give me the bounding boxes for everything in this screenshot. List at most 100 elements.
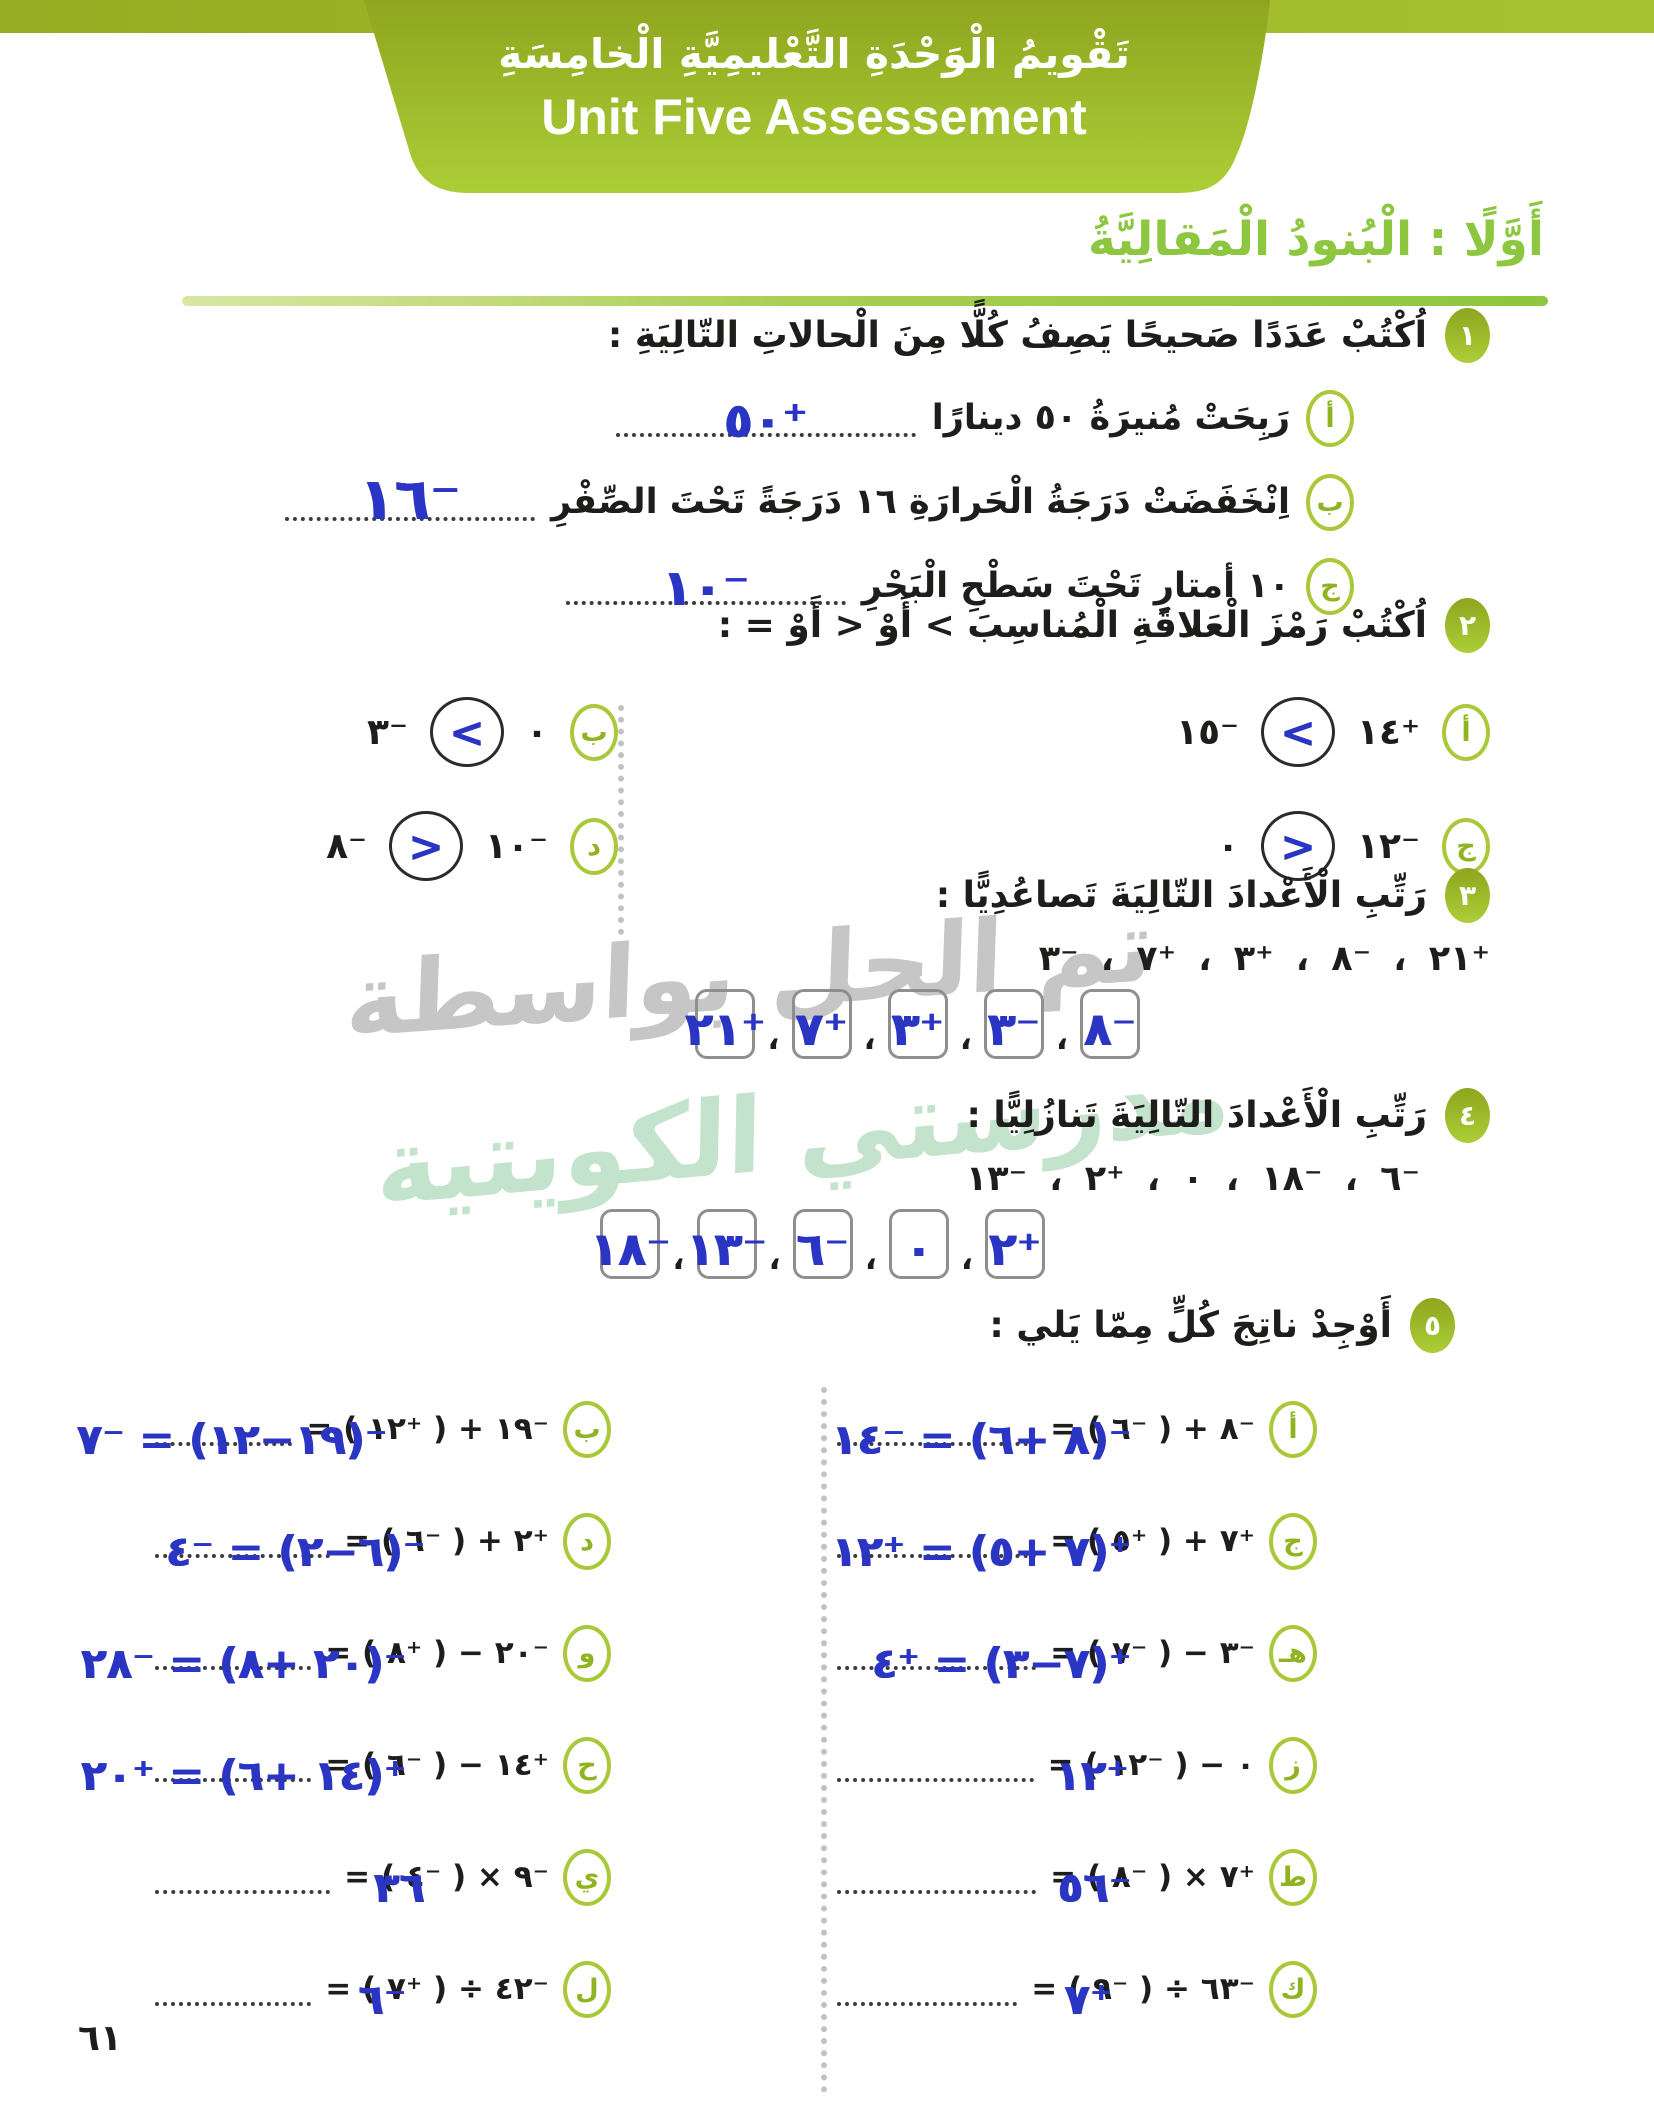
handwritten-work: ٤⁺ = (٣−٧)⁺ [871,1639,1132,1688]
printed-expression: = ( ٨⁺ ) − ٢٠⁻ [325,1635,549,1671]
handwritten-work: ٤⁻ = (٢−٦)⁻ [165,1527,426,1576]
handwritten-comparison: < [1280,707,1316,757]
handwritten-answer: ٥٠⁺ [723,393,808,449]
printed-expression: = ( ٩⁻ ) ÷ ٦٣⁻ [1031,1971,1255,2007]
answer-box[interactable]: ٦⁻ [792,1209,853,1279]
answer-line[interactable]: ٥٠⁺ [615,391,916,449]
handwritten-number: ١٨⁻ [590,1222,671,1276]
comparison-circle[interactable]: > [389,811,464,881]
answer-line[interactable]: ٧⁺ [837,1964,1112,2024]
answer-line[interactable]: ٥٦⁻ [837,1852,1131,1912]
right-number: ٨⁻ [326,825,368,867]
question-1: ١ اُكْتُبْ عَدَدًا صَحيحًا يَصِفُ كُلًّا… [164,308,1490,617]
answer-box[interactable]: ٠ [888,1209,949,1279]
printed-expression: = ( ٨⁻ ) × ٧⁺ [1050,1859,1255,1895]
printed-expression: = ( ١٢⁺ ) + ١٩⁻ [306,1411,549,1447]
answer-box[interactable]: ٧⁺ [791,989,852,1059]
q1-item-b: ب اِنْخَفَضَتْ دَرَجَةُ الْحَرارَةِ ١٦ د… [164,465,1354,533]
question-5-prompt: أَوْجِدْ ناتِجَ كُلٍّ مِمّا يَلي : [989,1305,1392,1346]
handwritten-number: ٢⁺ [988,1222,1042,1276]
dotted-line [837,1778,1034,1782]
item-label: ي [563,1848,611,1906]
comma-separator: ، [767,1019,780,1057]
answer-line[interactable]: ١٤⁻ = (٦+ ٨)⁻ [832,1404,1132,1464]
handwritten-number: ٠ [904,1222,933,1276]
dotted-line [155,1890,331,1894]
answer-box[interactable]: ١٣⁻ [686,1209,767,1279]
left-number: ١٠⁻ [485,825,548,867]
q4-answer-boxes: ١٨⁻ ، ١٣⁻ ، ٦⁻ ، ٠ ، ٢⁺ [590,1209,1045,1279]
answer-line[interactable]: ٢٨⁻ = (٨+ ٢٠)⁻ [81,1628,406,1688]
answer-line[interactable]: ١٢⁺ [837,1740,1129,1800]
handwritten-number: ٣⁻ [987,1002,1041,1056]
question-2-number: ٢ [1445,598,1490,653]
comparison-circle[interactable]: < [1261,697,1336,767]
item-text: اِنْخَفَضَتْ دَرَجَةُ الْحَرارَةِ ١٦ دَر… [550,482,1290,522]
comma-separator: ، [959,1019,972,1057]
q1-item-a: أ رَبِحَتْ مُنيرَةُ ٥٠ دينارًا ٥٠⁺ [164,389,1354,449]
handwritten-work: ٣٦ [373,1863,426,1912]
banner-shape [364,0,1270,193]
answer-line[interactable]: ١٢⁺ = (٥+ ٧)⁺ [832,1516,1132,1576]
q5-item-a: أ = ( ٦⁻ ) + ٨⁻ ١٤⁻ = (٦+ ٨)⁻ [832,1400,1455,1464]
dotted-line [565,601,846,605]
left-number: ١٢⁻ [1357,825,1420,867]
printed-expression: = ( ٦⁻ ) + ٢⁺ [344,1523,549,1559]
handwritten-number: ٧⁺ [795,1002,848,1056]
answer-line[interactable]: ٣٦ [155,1852,425,1912]
item-text: ١٠ أمتارٍ تَحْتَ سَطْحِ الْبَحْرِ [861,566,1290,606]
answer-box[interactable]: ٢١⁺ [685,989,766,1059]
dotted-line [837,1442,1037,1446]
answer-line[interactable]: ٤⁺ = (٣−٧)⁺ [837,1628,1131,1688]
answer-line[interactable]: ٤⁻ = (٢−٦)⁻ [155,1516,425,1576]
q5-item-z: ز = ( ١٢⁻ ) − ٠ ١٢⁺ [837,1736,1455,1800]
printed-expression: = ( ٧⁻ ) − ٣⁻ [1050,1635,1255,1671]
question-4: ٤ رَتِّبِ الْأَعْدادَ التّالِيَةَ تَنازُ… [164,1088,1490,1279]
question-3-number: ٣ [1445,868,1490,923]
answer-box[interactable]: ٣⁺ [887,989,948,1059]
answer-line[interactable]: ٢٠⁺ = (٦+ ١٤)⁺ [81,1740,406,1800]
item-label: ب [570,703,618,761]
answer-box[interactable]: ١٨⁻ [590,1209,671,1279]
item-label: ب [1306,473,1354,531]
column-divider [821,1387,827,2093]
q3-given-numbers: ٣⁻ ، ٧⁺ ، ٣⁺ ، ٨⁻ ، ٢١⁺ [1038,939,1490,979]
item-label: أ [1442,703,1490,761]
q5-item-k: ك = ( ٩⁻ ) ÷ ٦٣⁻ ٧⁺ [837,1960,1455,2024]
handwritten-answer: ١٠⁻ [661,559,750,617]
handwritten-number: ٢١⁺ [685,1002,766,1056]
answer-box[interactable]: ٣⁻ [983,989,1044,1059]
answer-box[interactable]: ٨⁻ [1080,989,1140,1059]
q5-item-h: هـ = ( ٧⁻ ) − ٣⁻ ٤⁺ = (٣−٧)⁺ [837,1624,1455,1688]
dotted-line [615,433,916,437]
q5-item-w: و = ( ٨⁺ ) − ٢٠⁻ ٢٨⁻ = (٨+ ٢٠)⁻ [81,1624,811,1688]
q2-item-d: د ١٠⁻ > ٨⁻ [164,811,618,881]
question-2-prompt: اُكْتُبْ رَمْزَ الْعَلاقَةِ الْمُناسِبَ … [717,605,1427,646]
answer-box[interactable]: ٢⁺ [985,1209,1045,1279]
answer-line[interactable]: ١٦⁻ [284,465,535,533]
dotted-line [837,1554,1037,1558]
answer-line[interactable]: ٦⁻ [155,1964,406,2024]
comparison-circle[interactable]: > [1261,811,1336,881]
question-3-prompt: رَتِّبِ الْأَعْدادَ التّالِيَةَ تَصاعُدِ… [935,875,1427,916]
answer-line[interactable]: ٧⁻ = (١٢−١٩)⁻ [77,1404,388,1464]
printed-expression: = ( ٤⁻ ) × ٩⁻ [344,1859,549,1895]
item-label: د [563,1512,611,1570]
item-label: ج [1442,817,1490,875]
handwritten-work: ٧⁻ = (١٢−١٩)⁻ [76,1415,388,1464]
item-label: ج [1306,557,1354,615]
handwritten-work: ٧⁺ [1064,1975,1113,2024]
item-label: أ [1306,389,1354,447]
answer-line[interactable]: ١٠⁻ [565,559,846,617]
q1-item-c: ج ١٠ أمتارٍ تَحْتَ سَطْحِ الْبَحْرِ ١٠⁻ [164,557,1354,617]
handwritten-work: ٦⁻ [358,1975,407,2024]
section-underline [182,296,1548,306]
item-label: ك [1269,1960,1317,2018]
comparison-circle[interactable]: < [430,697,505,767]
page-number: ٦١ [78,2018,122,2059]
dotted-line [155,1666,312,1670]
item-label: ب [563,1400,611,1458]
handwritten-answer: ١٦⁻ [359,465,461,533]
printed-expression: = ( ٥⁺ ) + ٧⁺ [1050,1523,1255,1559]
